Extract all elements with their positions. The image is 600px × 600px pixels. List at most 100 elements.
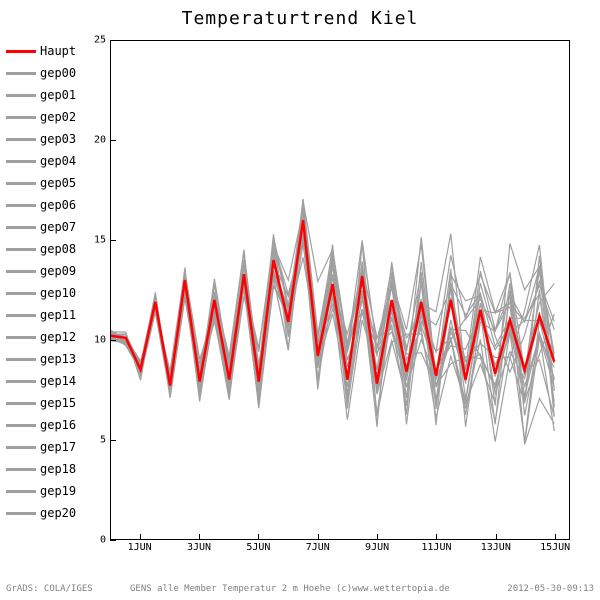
xtick-label: 13JUN [481,542,511,553]
legend-item: gep10 [6,282,76,304]
legend-item: gep13 [6,348,76,370]
footer-left: GrADS: COLA/IGES [6,584,93,594]
legend-label: gep08 [40,242,76,256]
legend-swatch [6,50,36,53]
legend-label: gep14 [40,374,76,388]
legend-swatch [6,160,36,163]
ytick-mark [110,340,116,341]
xtick-label: 9JUN [365,542,389,553]
xtick-label: 3JUN [187,542,211,553]
xtick-mark [258,534,259,540]
legend-label: gep04 [40,154,76,168]
legend-swatch [6,226,36,229]
legend-label: gep13 [40,352,76,366]
legend-label: gep03 [40,132,76,146]
legend-label: gep01 [40,88,76,102]
legend-item: gep20 [6,502,76,524]
legend-item: gep15 [6,392,76,414]
legend-swatch [6,270,36,273]
xtick-mark [199,534,200,540]
ytick-label: 10 [94,335,106,346]
legend-swatch [6,182,36,185]
xtick-mark [496,534,497,540]
legend-swatch [6,248,36,251]
legend-item: gep03 [6,128,76,150]
legend-label: gep12 [40,330,76,344]
legend-label: gep19 [40,484,76,498]
legend-swatch [6,380,36,383]
legend-label: gep05 [40,176,76,190]
ytick-label: 25 [94,35,106,46]
xtick-mark [436,534,437,540]
legend-swatch [6,116,36,119]
legend-label: gep11 [40,308,76,322]
legend-swatch [6,358,36,361]
footer-right: 2012-05-30-09:13 [507,584,594,594]
legend: Haupt gep00 gep01 gep02 gep03 gep04 gep05 gep06… [6,40,76,524]
xtick-label: 7JUN [306,542,330,553]
legend-swatch [6,424,36,427]
ytick-label: 15 [94,235,106,246]
legend-item: gep09 [6,260,76,282]
ytick-label: 20 [94,135,106,146]
legend-label: gep18 [40,462,76,476]
chart-title: Temperaturtrend Kiel [0,8,600,29]
legend-item: gep04 [6,150,76,172]
chart-container: Temperaturtrend Kiel Haupt gep00 gep01 gep0… [0,0,600,600]
xtick-label: 11JUN [421,542,451,553]
legend-swatch [6,512,36,515]
legend-swatch [6,402,36,405]
ytick-mark [110,140,116,141]
legend-item: gep07 [6,216,76,238]
xtick-mark [140,534,141,540]
legend-label: gep09 [40,264,76,278]
ytick-mark [110,440,116,441]
legend-item: gep01 [6,84,76,106]
legend-swatch [6,490,36,493]
legend-item: gep14 [6,370,76,392]
legend-label: gep06 [40,198,76,212]
chart-svg [111,41,569,539]
legend-item: gep17 [6,436,76,458]
xtick-mark [318,534,319,540]
legend-label: gep17 [40,440,76,454]
legend-swatch [6,336,36,339]
legend-item: gep00 [6,62,76,84]
legend-item: gep08 [6,238,76,260]
plot-area [110,40,570,540]
legend-swatch [6,292,36,295]
legend-item: gep05 [6,172,76,194]
xtick-label: 1JUN [128,542,152,553]
legend-label: gep16 [40,418,76,432]
legend-swatch [6,446,36,449]
legend-swatch [6,94,36,97]
legend-label: gep02 [40,110,76,124]
xtick-mark [555,534,556,540]
legend-swatch [6,468,36,471]
ytick-label: 5 [100,435,106,446]
xtick-label: 5JUN [246,542,270,553]
legend-label: gep10 [40,286,76,300]
legend-label: gep20 [40,506,76,520]
ytick-mark [110,540,116,541]
legend-item: gep16 [6,414,76,436]
legend-item: gep18 [6,458,76,480]
legend-label: gep15 [40,396,76,410]
legend-label: gep07 [40,220,76,234]
legend-item: gep11 [6,304,76,326]
legend-swatch [6,204,36,207]
legend-swatch [6,314,36,317]
legend-item: gep06 [6,194,76,216]
ytick-mark [110,40,116,41]
ytick-mark [110,240,116,241]
legend-item: gep12 [6,326,76,348]
legend-item: Haupt [6,40,76,62]
legend-item: gep02 [6,106,76,128]
legend-item: gep19 [6,480,76,502]
ytick-label: 0 [100,535,106,546]
xtick-label: 15JUN [540,542,570,553]
legend-label: gep00 [40,66,76,80]
legend-swatch [6,138,36,141]
legend-label: Haupt [40,44,76,58]
legend-swatch [6,72,36,75]
